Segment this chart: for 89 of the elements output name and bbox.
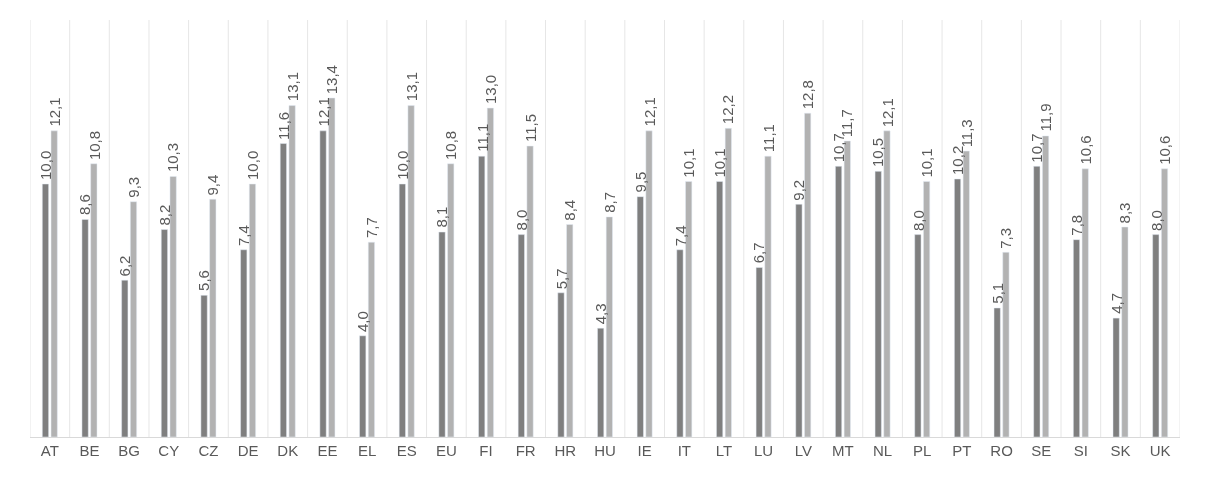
x-tick-label: IT	[677, 442, 691, 459]
data-label: 10,1	[679, 148, 697, 178]
x-tick-label: HR	[554, 442, 577, 459]
x-tick-label: EL	[357, 442, 377, 459]
data-label: 12,2	[719, 94, 737, 125]
data-label: 10,0	[243, 150, 261, 180]
bar	[716, 181, 724, 437]
data-label: 11,1	[473, 123, 491, 152]
x-tick-label: LV	[794, 442, 812, 459]
x-tick-label: ES	[396, 442, 417, 459]
data-label: 8,0	[1147, 210, 1165, 231]
data-label: 4,0	[354, 311, 372, 333]
x-tick-label: SI	[1073, 442, 1088, 459]
x-tick-label: PL	[913, 442, 932, 459]
data-label: 10,5	[869, 137, 887, 168]
x-tick-label: CZ	[198, 442, 219, 459]
x-tick-label: LT	[715, 442, 733, 459]
bar	[597, 327, 605, 437]
data-label: 5,1	[988, 282, 1006, 304]
x-tick-label: PT	[952, 442, 972, 459]
data-label: 9,3	[125, 176, 143, 198]
data-label: 12,1	[314, 97, 332, 127]
data-label: 10,6	[1076, 135, 1094, 165]
data-label: 7,4	[671, 225, 689, 247]
bar	[478, 155, 486, 437]
x-tick-label: EU	[435, 442, 457, 459]
data-label: 10,1	[710, 148, 728, 178]
data-label: 8,7	[600, 191, 618, 213]
x-tick-label: RO	[990, 442, 1013, 459]
data-label: 8,2	[156, 204, 174, 226]
x-tick-label: EE	[317, 442, 338, 459]
data-label: 5,6	[195, 270, 213, 291]
data-label: 7,4	[235, 225, 253, 247]
data-label: 11,3	[958, 119, 976, 148]
data-label: 12,1	[45, 97, 63, 127]
x-tick-label: UK	[1149, 442, 1171, 459]
data-label: 9,2	[790, 179, 808, 201]
x-tick-label: CY	[158, 442, 180, 459]
data-label: 11,9	[1036, 103, 1054, 132]
x-tick-label: NL	[873, 442, 893, 459]
data-label: 10,8	[442, 130, 460, 160]
data-label: 10,7	[1028, 133, 1046, 163]
x-tick-label: LU	[754, 442, 774, 459]
data-label: 8,3	[1116, 202, 1134, 224]
x-tick-label: SE	[1031, 442, 1052, 459]
x-tick-label: DK	[277, 442, 299, 459]
x-tick-label: AT	[40, 442, 59, 459]
data-label: 10,6	[1156, 135, 1174, 165]
data-label: 4,7	[1107, 292, 1125, 314]
data-label: 8,1	[433, 206, 451, 228]
data-label: 9,4	[204, 174, 222, 196]
x-tick-label: SK	[1110, 442, 1131, 459]
x-tick-label: DE	[237, 442, 259, 459]
data-label: 7,8	[1068, 214, 1086, 236]
data-label: 8,0	[909, 210, 927, 231]
data-label: 6,2	[116, 255, 134, 277]
x-tick-label: FR	[515, 442, 536, 459]
data-label: 13,0	[481, 74, 499, 104]
data-label: 12,8	[798, 80, 816, 110]
data-label: 13,1	[403, 71, 421, 102]
data-label: 4,3	[591, 303, 609, 325]
data-label: 11,6	[274, 111, 292, 140]
data-label: 12,1	[878, 98, 896, 128]
data-label: 9,5	[632, 171, 650, 193]
x-tick-label: IE	[637, 442, 652, 459]
data-label: 8,6	[76, 194, 94, 216]
data-label: 10,8	[85, 130, 103, 161]
x-tick-label: BE	[79, 442, 100, 459]
data-label: 13,1	[284, 71, 302, 102]
data-label: 10,2	[949, 145, 967, 175]
x-tick-label: HU	[594, 442, 616, 459]
data-label: 11,1	[759, 124, 777, 153]
x-tick-label: BG	[118, 442, 140, 459]
data-label: 10,7	[829, 133, 847, 163]
data-label: 7,7	[362, 217, 380, 239]
x-tick-label: FI	[479, 442, 493, 459]
data-label: 10,1	[917, 148, 935, 178]
data-label: 8,4	[560, 199, 578, 221]
data-label: 5,7	[552, 268, 570, 290]
data-label: 11,5	[522, 114, 539, 143]
data-label: 13,4	[323, 65, 341, 95]
x-tick-label: MT	[832, 442, 854, 459]
data-label: 6,7	[750, 242, 768, 264]
data-label: 10,0	[36, 150, 54, 180]
data-label: 12,1	[640, 97, 658, 127]
data-label: 10,0	[393, 150, 411, 180]
data-label: 7,3	[997, 227, 1015, 249]
data-label: 10,3	[164, 142, 182, 173]
data-label: 8,0	[513, 209, 531, 231]
